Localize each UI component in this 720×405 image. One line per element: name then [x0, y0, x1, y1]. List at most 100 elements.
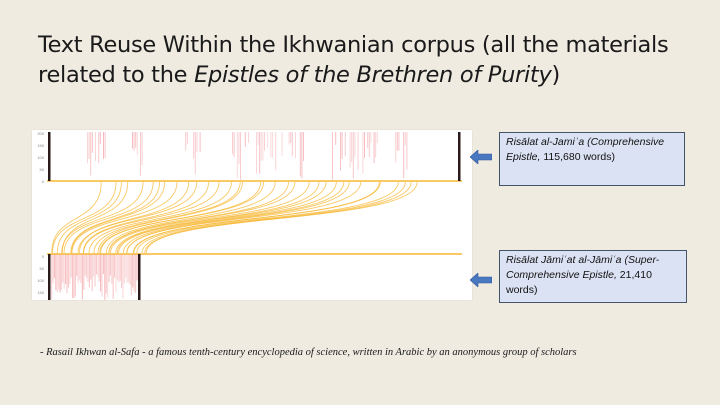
bottom-axis-ticks: 0 50 100 150 — [37, 254, 44, 295]
pink-bar — [116, 254, 118, 281]
pink-bar — [72, 254, 74, 298]
axis-tick-label: 150 — [37, 290, 44, 295]
pink-bar — [290, 132, 292, 144]
reuse-link — [71, 181, 178, 254]
pink-bar — [352, 132, 354, 179]
pink-bar — [340, 132, 341, 171]
pink-bar — [93, 254, 95, 277]
pink-bar — [370, 132, 372, 143]
pink-bar — [69, 254, 71, 284]
pink-bar — [95, 254, 97, 275]
pink-bar — [94, 254, 96, 287]
pink-bar — [104, 254, 106, 300]
callout-top-plain: 115,680 words) — [540, 151, 615, 163]
pink-bar — [122, 254, 124, 299]
pink-bar — [70, 254, 72, 278]
pink-bar — [264, 132, 265, 151]
pink-bar — [55, 254, 57, 291]
pink-bar — [91, 132, 93, 153]
arrow-left-icon — [470, 273, 492, 287]
pink-bar — [76, 254, 78, 277]
pink-bar — [240, 132, 241, 180]
reuse-link — [78, 181, 190, 254]
reuse-link — [136, 181, 399, 254]
axis-tick-label: 150 — [37, 143, 44, 148]
pink-bar — [244, 132, 246, 147]
pink-bar — [79, 254, 81, 281]
pink-bar — [133, 254, 135, 292]
pink-bar — [335, 132, 337, 145]
axis-tick-label: 0 — [42, 254, 45, 259]
pink-bar — [349, 132, 351, 168]
axis-tick-label: 200 — [37, 131, 44, 136]
pink-bar — [77, 254, 79, 283]
pink-bar — [58, 254, 60, 290]
pink-bar — [111, 254, 113, 284]
pink-bar — [262, 132, 264, 161]
reuse-link — [93, 181, 241, 254]
pink-bar — [105, 254, 107, 294]
axis-tick-label: 100 — [37, 155, 44, 160]
reuse-link — [110, 181, 310, 254]
pink-bar — [59, 254, 61, 293]
reuse-link — [77, 181, 198, 254]
pink-bar — [281, 132, 283, 156]
callout-super-comprehensive-epistle: Risālat Jāmiʿat al-Jāmiʿa (Super-Compreh… — [499, 250, 687, 303]
pink-bar — [63, 254, 65, 289]
callout-bottom-plain: 21,410 words) — [506, 269, 652, 296]
pink-bar — [364, 132, 365, 158]
pink-bar — [291, 132, 293, 157]
pink-bar — [130, 254, 132, 296]
pink-bar — [129, 254, 131, 285]
pink-bar — [375, 132, 377, 158]
pink-bar — [115, 254, 117, 293]
pink-bar — [66, 254, 68, 294]
pink-bar — [403, 132, 405, 178]
reuse-link — [116, 181, 327, 254]
bottom-right-marker — [138, 254, 141, 300]
pink-bar — [136, 254, 138, 281]
pink-bar — [60, 254, 62, 290]
pink-bar — [90, 254, 92, 280]
pink-bar — [97, 254, 99, 277]
pink-bar — [132, 254, 134, 288]
title-prefix: related to the — [38, 62, 195, 88]
pink-bar — [373, 132, 375, 163]
pink-bar — [81, 254, 83, 300]
pink-bar — [404, 132, 406, 146]
pink-bar — [288, 132, 290, 145]
pink-bar — [367, 132, 369, 149]
pink-bar — [303, 132, 304, 161]
pink-bar — [362, 132, 364, 174]
pink-bar — [259, 132, 261, 174]
pink-bar — [87, 132, 88, 164]
reuse-link — [122, 181, 345, 254]
pink-bar — [398, 132, 400, 151]
axis-tick-label: 50 — [40, 266, 45, 271]
pink-bar — [114, 254, 116, 278]
pink-bar — [99, 132, 101, 144]
reuse-link — [115, 181, 320, 254]
pink-bar — [53, 254, 55, 279]
pink-bar — [90, 132, 92, 176]
pink-bar — [121, 254, 123, 288]
pink-bar — [351, 132, 353, 163]
text-reuse-figure: 200 150 100 50 0 0 50 100 150 — [32, 130, 472, 300]
top-axis-ticks: 200 150 100 50 0 — [37, 131, 44, 184]
title-line-2: related to the Epistles of the Brethren … — [38, 60, 698, 90]
pink-bar — [126, 254, 128, 283]
top-left-marker — [48, 132, 51, 181]
pink-bar — [102, 254, 104, 275]
reuse-link — [97, 181, 243, 254]
pink-bar — [88, 254, 90, 288]
pink-bar — [101, 254, 103, 297]
slide-title: Text Reuse Within the Ikhwanian corpus (… — [38, 30, 698, 90]
reuse-link — [108, 181, 296, 254]
reuse-link — [83, 181, 220, 254]
pink-bar — [119, 254, 121, 281]
reuse-link — [56, 181, 122, 254]
pink-bar — [193, 132, 195, 159]
pink-bar — [74, 254, 76, 297]
pink-bar — [112, 254, 114, 299]
pink-bar — [301, 132, 303, 179]
